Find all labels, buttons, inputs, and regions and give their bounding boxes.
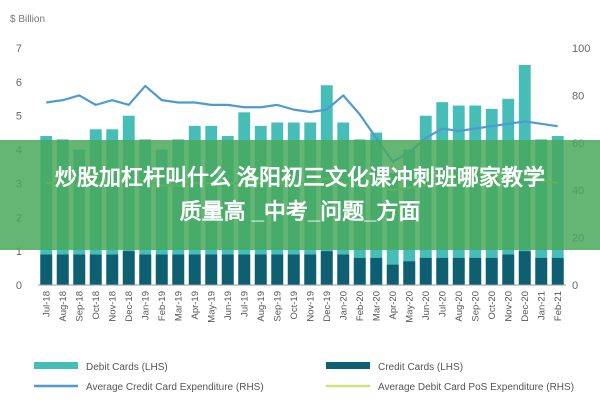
x-tick-label: Feb-20 xyxy=(355,291,366,321)
x-tick-label: May-20 xyxy=(404,291,415,323)
x-tick-label: Dec-19 xyxy=(322,291,333,322)
x-tick-label: Oct-20 xyxy=(487,291,498,320)
credit-bar xyxy=(337,254,350,285)
credit-bar xyxy=(502,254,515,285)
credit-bar xyxy=(436,257,449,285)
credit-bar xyxy=(155,254,168,285)
legend-label: Average Credit Card Expenditure (RHS) xyxy=(86,382,264,393)
left-tick-label: 1 xyxy=(16,246,22,258)
x-tick-label: Dec-18 xyxy=(124,291,135,322)
credit-bar xyxy=(353,257,366,285)
x-tick-label: Sep-20 xyxy=(470,291,481,322)
legend-group: Debit Cards (LHS) Credit Cards (LHS) Avera… xyxy=(34,362,574,393)
credit-bar xyxy=(172,254,185,285)
x-tick-label: Jun-19 xyxy=(223,291,234,320)
credit-bar xyxy=(254,254,267,285)
credit-bar xyxy=(139,254,152,285)
credit-bar xyxy=(370,257,383,285)
credit-bar xyxy=(304,254,317,285)
credit-bar xyxy=(452,257,465,285)
left-tick-label: 7 xyxy=(16,43,22,55)
credit-bar xyxy=(188,254,201,285)
x-tick-label: Jul-18 xyxy=(41,291,52,317)
x-tick-label: Jan-19 xyxy=(140,291,151,320)
x-tick-label: Dec-20 xyxy=(520,291,531,322)
x-tick-label: Aug-18 xyxy=(58,291,69,322)
credit-bar xyxy=(271,254,284,285)
credit-bar xyxy=(56,254,69,285)
x-tick-label: Nov-19 xyxy=(305,291,316,322)
x-tick-label: Sep-19 xyxy=(272,291,283,322)
x-tick-label: Apr-20 xyxy=(388,291,399,320)
x-tick-label: Jun-20 xyxy=(421,291,432,320)
credit-bar xyxy=(238,254,251,285)
x-tick-label: Feb-19 xyxy=(157,291,168,321)
credit-bar xyxy=(221,254,234,285)
banner-line-1: 炒股加杠杆叫什么 洛阳初三文化课冲刺班哪家教学 xyxy=(54,165,546,190)
legend-swatch xyxy=(34,362,78,369)
credit-bar xyxy=(320,251,333,285)
credit-bar xyxy=(518,251,531,285)
x-tick-label: May-19 xyxy=(206,291,217,323)
credit-bar xyxy=(122,251,135,285)
x-tick-label: Feb-21 xyxy=(553,291,564,321)
credit-bar xyxy=(535,257,548,285)
credit-bar xyxy=(386,264,399,285)
avg-credit-line-group xyxy=(46,84,558,163)
x-tick-label: Nov-20 xyxy=(503,291,514,322)
overlay-banner: 炒股加杠杆叫什么 洛阳初三文化课冲刺班哪家教学 质量高 _中考_问题_方面 xyxy=(0,140,600,250)
x-tick-label: Jan-20 xyxy=(338,291,349,320)
banner-line-2: 质量高 _中考_问题_方面 xyxy=(179,199,421,224)
left-tick-label: 0 xyxy=(16,280,22,292)
x-tick-label: Mar-19 xyxy=(173,291,184,321)
x-tick-label: Jan-21 xyxy=(536,291,547,320)
legend-label: Average Debit Card PoS Expenditure (RHS) xyxy=(378,382,574,393)
left-tick-label: 5 xyxy=(16,111,22,123)
x-tick-label: Jul-19 xyxy=(239,291,250,317)
legend-swatch xyxy=(326,362,370,369)
x-tick-label: Apr-19 xyxy=(190,291,201,320)
credit-bar xyxy=(89,254,102,285)
avg-credit-line xyxy=(46,84,558,163)
x-tick-label: Aug-19 xyxy=(256,291,267,322)
x-tick-label: Jul-20 xyxy=(437,291,448,317)
credit-bar xyxy=(73,254,86,285)
credit-bar xyxy=(485,257,498,285)
credit-bar xyxy=(419,257,432,285)
left-tick-label: 6 xyxy=(16,77,22,89)
x-tick-label: Oct-19 xyxy=(289,291,300,320)
x-tick-label: Oct-18 xyxy=(91,291,102,320)
legend-label: Credit Cards (LHS) xyxy=(378,362,463,373)
credit-bar xyxy=(469,257,482,285)
x-tick-label: Nov-18 xyxy=(107,291,118,322)
right-tick-label: 100 xyxy=(572,43,590,55)
x-tick-label: Mar-20 xyxy=(371,291,382,321)
credit-bar xyxy=(106,254,119,285)
right-tick-label: 80 xyxy=(572,90,584,102)
right-tick-label: 0 xyxy=(572,280,578,292)
legend-label: Debit Cards (LHS) xyxy=(86,362,168,373)
credit-bar xyxy=(287,254,300,285)
credit-bars-group xyxy=(40,251,564,285)
x-tick-label: Sep-18 xyxy=(74,291,85,322)
credit-bar xyxy=(403,261,416,285)
credit-bar xyxy=(205,254,218,285)
x-tick-label: Aug-20 xyxy=(454,291,465,322)
credit-bar xyxy=(551,257,564,285)
credit-bar xyxy=(40,254,53,285)
left-axis-unit: $ Billion xyxy=(10,14,45,25)
axes-group: $ Billion01234567020406080100Jul-18Aug-1… xyxy=(10,14,590,323)
